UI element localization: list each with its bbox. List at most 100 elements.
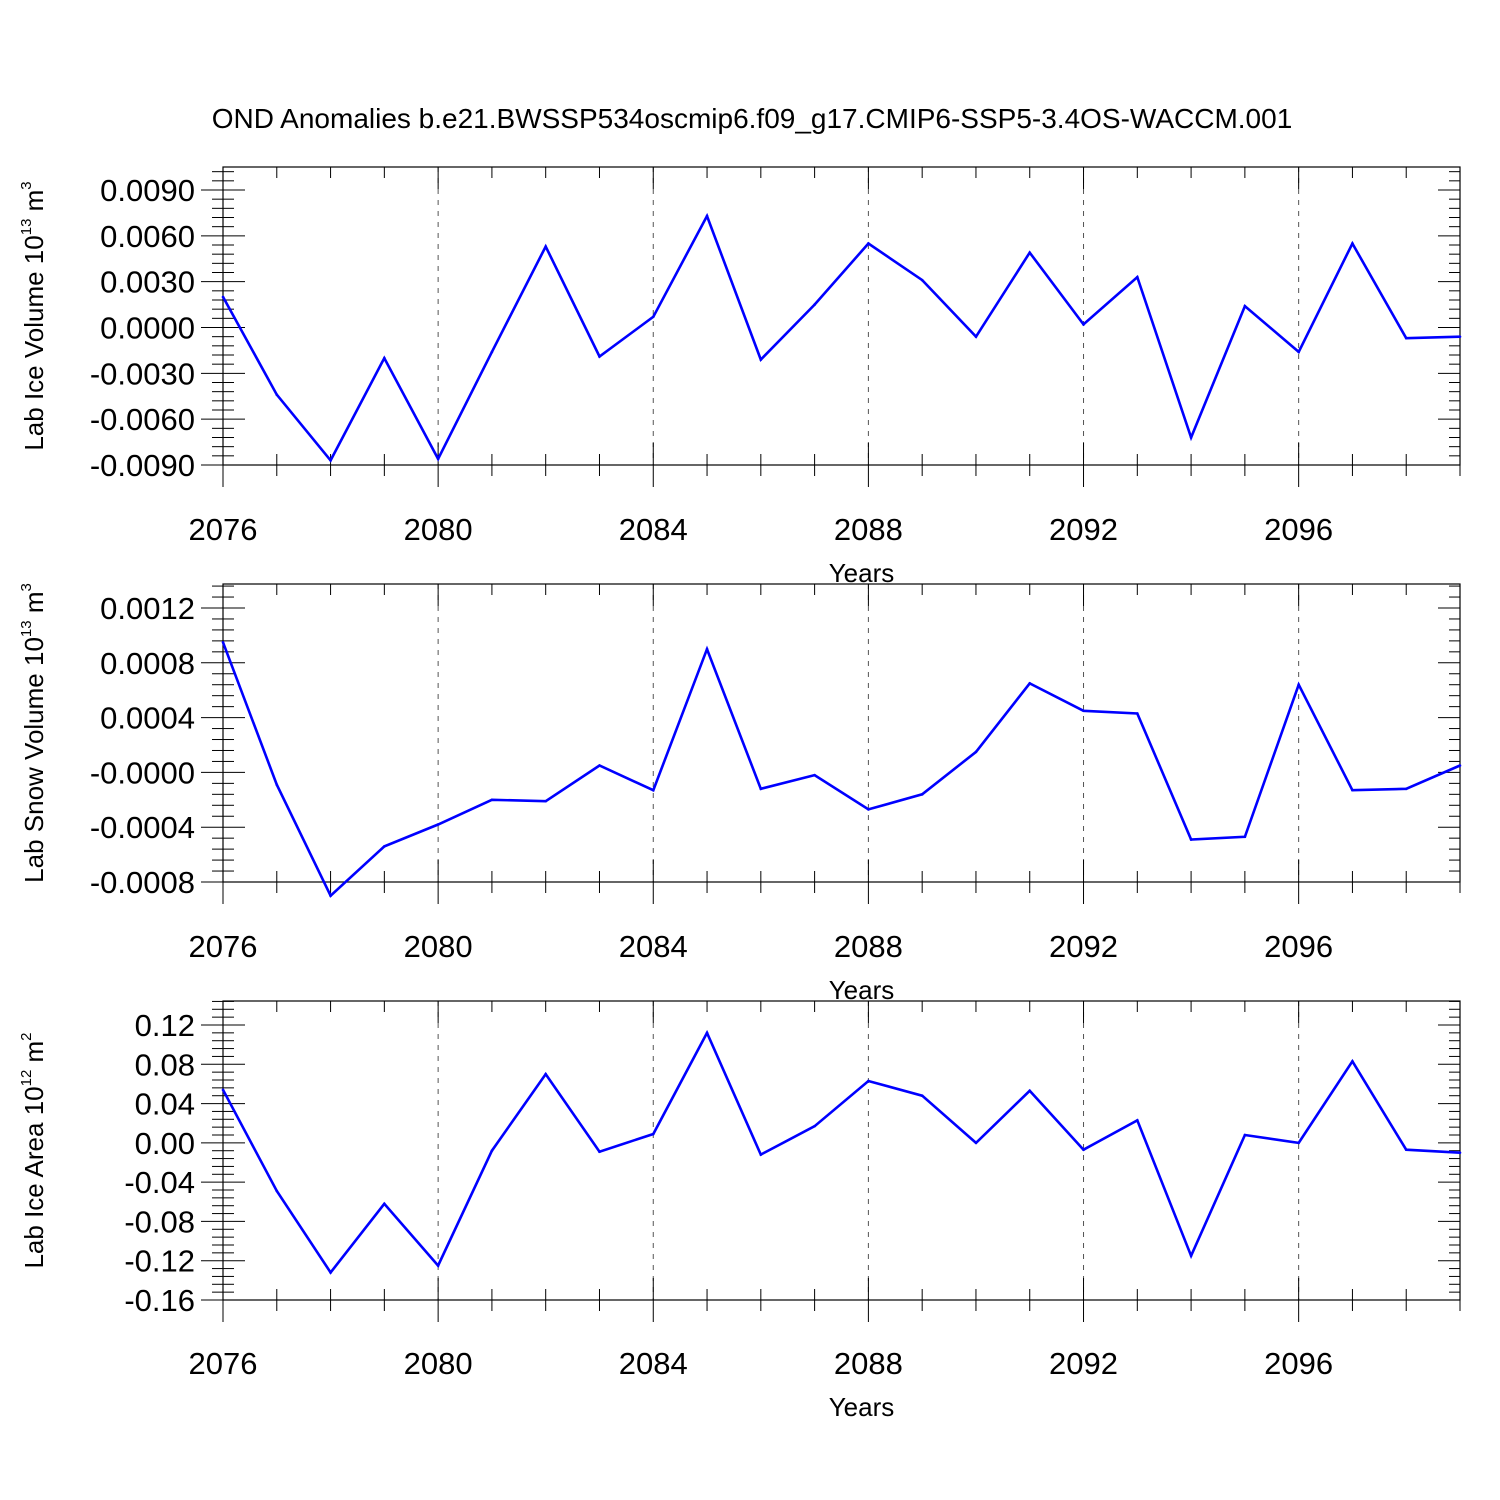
y-tick-label: -0.16 (124, 1283, 195, 1318)
data-point-2077 (275, 1189, 279, 1193)
data-point-2079 (383, 845, 386, 848)
data-point-2086 (759, 1153, 763, 1156)
y-tick-label: -0.12 (124, 1244, 195, 1279)
x-axis-title: Years (829, 975, 895, 1005)
data-point-2093 (1136, 712, 1139, 715)
x-tick-label: 2076 (189, 1346, 258, 1381)
data-point-2086 (759, 787, 763, 791)
chart-panel-3: -0.16 -0.12 -0.08 -0.04 0.00 0.04 0.08 0.12 2076… (18, 1000, 1462, 1422)
data-point-2076 (221, 640, 225, 644)
data-point-2093 (1136, 275, 1139, 279)
data-point-2089 (920, 793, 924, 796)
y-tick-label: 0.0008 (100, 646, 195, 681)
data-point-2096 (1297, 683, 1300, 687)
x-tick-label: 2096 (1264, 929, 1333, 964)
data-point-2087 (813, 773, 816, 777)
chart-title: OND Anomalies b.e21.BWSSP534oscmip6.f09_… (212, 103, 1293, 134)
data-point-2078 (329, 459, 332, 462)
data-point-2081 (490, 1149, 494, 1153)
chart-panel-1: -0.0090 -0.0060 -0.0030 0.0000 0.0030 0.0060 0… (18, 166, 1462, 588)
data-point-2090 (974, 335, 978, 338)
x-axis-title: Years (829, 558, 895, 588)
data-point-2099 (1458, 764, 1462, 767)
data-point-2078 (329, 1271, 332, 1274)
data-point-2094 (1189, 838, 1193, 841)
y-tick-label: -0.0090 (90, 448, 195, 483)
data-point-2090 (974, 750, 978, 754)
data-point-2092 (1082, 323, 1085, 326)
data-point-2079 (383, 356, 386, 360)
x-tick-label: 2076 (189, 929, 258, 964)
y-tick-label: -0.0030 (90, 356, 195, 391)
data-point-2083 (598, 355, 601, 358)
y-tick-label: -0.0008 (90, 865, 195, 900)
x-tick-label: 2080 (404, 929, 473, 964)
data-point-2090 (974, 1141, 978, 1145)
y-tick-label: 0.04 (135, 1087, 195, 1122)
data-point-2080 (436, 1264, 440, 1267)
data-point-2097 (1351, 788, 1354, 792)
plot-frame (222, 583, 1461, 883)
data-point-2088 (867, 242, 870, 245)
data-point-2096 (1297, 1141, 1300, 1145)
data-point-2078 (329, 894, 332, 897)
data-point-2085 (705, 647, 709, 651)
data-point-2087 (813, 1124, 816, 1128)
data-point-2089 (920, 278, 924, 282)
data-point-2098 (1404, 336, 1408, 340)
y-axis-title: Lab Ice Volume 1013 m3 (18, 181, 49, 450)
data-point-2097 (1351, 242, 1354, 245)
series-line (221, 212, 1461, 463)
data-point-2083 (598, 1150, 601, 1153)
x-tick-label: 2096 (1264, 512, 1333, 547)
y-tick-label: 0.00 (135, 1126, 195, 1161)
data-point-2079 (383, 1202, 386, 1206)
data-point-2088 (867, 1079, 870, 1083)
y-tick-label: -0.08 (124, 1204, 195, 1239)
chart-panel-2: -0.0008 -0.0004 -0.0000 0.0004 0.0008 0.0012 2… (18, 583, 1462, 1005)
data-point-2085 (705, 214, 709, 218)
y-tick-label: 0.08 (135, 1047, 195, 1082)
data-point-2099 (1458, 1151, 1462, 1154)
y-tick-label: 0.0004 (100, 701, 195, 736)
y-axis-title: Lab Snow Volume 1013 m3 (18, 583, 49, 883)
data-point-2095 (1243, 304, 1247, 308)
y-tick-label: 0.0090 (100, 173, 195, 208)
data-point-2095 (1243, 835, 1247, 839)
data-point-2077 (275, 783, 279, 787)
x-tick-label: 2080 (404, 512, 473, 547)
data-point-2086 (759, 358, 763, 361)
data-point-2092 (1082, 1148, 1085, 1152)
data-point-2087 (813, 303, 816, 306)
plot-frame (222, 1000, 1461, 1301)
x-tick-label: 2080 (404, 1346, 473, 1381)
data-point-2094 (1189, 1254, 1193, 1258)
y-tick-label: -0.0000 (90, 755, 195, 790)
data-point-2084 (651, 1132, 655, 1136)
data-point-2083 (598, 764, 601, 767)
x-tick-label: 2088 (834, 512, 903, 547)
x-tick-label: 2092 (1049, 1346, 1118, 1381)
data-point-2099 (1458, 335, 1462, 338)
x-axis-title: Years (829, 1392, 895, 1422)
data-point-2082 (544, 1072, 547, 1076)
data-point-2094 (1189, 436, 1193, 439)
data-point-2092 (1082, 709, 1085, 713)
x-tick-label: 2088 (834, 929, 903, 964)
data-point-2097 (1351, 1060, 1354, 1063)
data-point-2091 (1028, 682, 1032, 685)
x-tick-label: 2084 (619, 929, 688, 964)
series-line (221, 1029, 1461, 1275)
data-point-2082 (544, 245, 547, 248)
x-tick-label: 2076 (189, 512, 258, 547)
data-point-2082 (544, 799, 547, 803)
data-point-2081 (490, 798, 494, 802)
x-tick-label: 2088 (834, 1346, 903, 1381)
data-point-2077 (275, 393, 279, 397)
y-axis-title: Lab Ice Area 1012 m2 (18, 1032, 49, 1268)
x-tick-label: 2096 (1264, 1346, 1333, 1381)
data-point-2089 (920, 1094, 924, 1098)
data-point-2093 (1136, 1118, 1139, 1122)
y-tick-label: -0.0060 (90, 402, 195, 437)
data-point-2080 (436, 823, 440, 826)
